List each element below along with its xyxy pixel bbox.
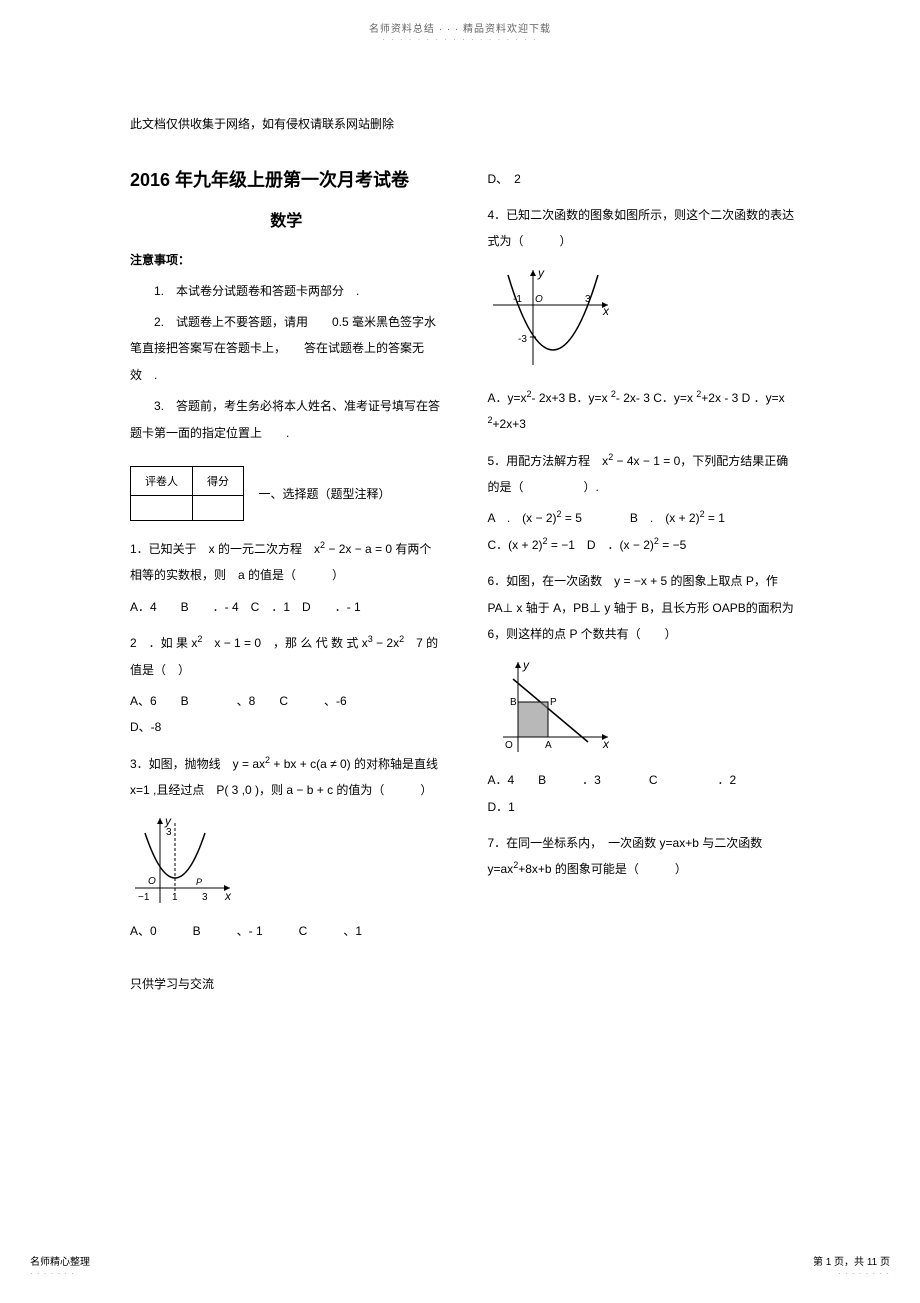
svg-text:y: y	[522, 658, 530, 672]
exam-title: 2016 年九年级上册第一次月考试卷	[130, 166, 443, 192]
svg-text:y: y	[164, 814, 172, 828]
question-3: 3．如图，抛物线 y = ax2 + bx + c(a ≠ 0) 的对称轴是直线…	[130, 751, 443, 804]
notice-text: 此文档仅供收集于网络，如有侵权请联系网站删除	[130, 114, 800, 136]
question-1-options: A．4 B ．- 4 C ．1 D ．- 1	[130, 594, 443, 620]
attention-label: 注意事项：	[130, 251, 443, 268]
parabola-graph-1: O 1 3 −1 3 x y P	[130, 813, 443, 908]
header-dots: · · · · · · · · · · · · · · · · · ·	[0, 35, 920, 44]
question-1: 1．已知关于 x 的一元二次方程 x2 − 2x − a = 0 有两个相等的实…	[130, 536, 443, 589]
score-table: 评卷人 得分	[130, 466, 244, 521]
svg-text:A: A	[545, 740, 552, 751]
option-d2: D、 2	[488, 166, 801, 192]
rectangle-graph: O B P A x y	[488, 657, 801, 757]
question-6-options: A．4 B ．3 C ．2D．1	[488, 767, 801, 820]
parabola-graph-2: O -1 3 -3 x y	[488, 265, 801, 375]
question-2: 2 ．如 果 x2 x − 1 = 0 ，那 么 代 数 式 x3 − 2x2 …	[130, 630, 443, 683]
exam-subject: 数学	[130, 207, 443, 231]
question-4-options: A．y=x2- 2x+3 B．y=x 2- 2x- 3 C．y=x 2+2x -…	[488, 385, 801, 438]
score-header-1: 评卷人	[131, 466, 193, 495]
instruction-3: 3. 答题前，考生务必将本人姓名、准考证号填写在答题卡第一面的指定位置上 .	[130, 393, 443, 446]
question-5-options: A . (x − 2)2 = 5 B . (x + 2)2 = 1C．(x + …	[488, 505, 801, 558]
score-cell-2	[193, 495, 244, 520]
svg-text:O: O	[505, 740, 513, 751]
svg-text:3: 3	[166, 827, 172, 838]
footer-right-dots: · · · · · · · ·	[838, 1269, 890, 1278]
footer-left-dots: · · · · · · ·	[30, 1269, 75, 1278]
score-cell-1	[131, 495, 193, 520]
instruction-1: 1. 本试卷分试题卷和答题卡两部分 .	[130, 278, 443, 304]
footer-left: 名师精心整理	[30, 1253, 90, 1268]
question-2-options: A、6 B 、8 C 、-6D、-8	[130, 688, 443, 741]
score-header-2: 得分	[193, 466, 244, 495]
svg-text:3: 3	[585, 294, 591, 305]
svg-text:x: x	[602, 737, 610, 751]
svg-text:O: O	[535, 294, 543, 305]
question-3-options: A、0 B 、- 1 C 、1	[130, 918, 443, 944]
section-1-title: 一、选择题（题型注释）	[258, 485, 390, 502]
svg-text:P: P	[550, 697, 557, 708]
svg-text:O: O	[148, 876, 156, 887]
svg-text:-1: -1	[513, 294, 522, 305]
svg-text:x: x	[602, 304, 610, 318]
svg-text:B: B	[510, 697, 517, 708]
study-note: 只供学习与交流	[130, 975, 443, 992]
footer-right: 第 1 页，共 11 页	[813, 1253, 890, 1268]
instruction-2: 2. 试题卷上不要答题，请用 0.5 毫米黑色签字水笔直接把答案写在答题卡上， …	[130, 309, 443, 388]
header-text: 名师资料总结 · · · 精品资料欢迎下载	[0, 0, 920, 35]
question-5: 5．用配方法解方程 x2 − 4x − 1 = 0，下列配方结果正确的是（ ）.	[488, 448, 801, 501]
question-7: 7．在同一坐标系内， 一次函数 y=ax+b 与二次函数 y=ax2+8x+b …	[488, 830, 801, 883]
question-4: 4．已知二次函数的图象如图所示，则这个二次函数的表达式为（ ）	[488, 202, 801, 255]
svg-text:y: y	[537, 266, 545, 280]
svg-text:P: P	[196, 877, 202, 887]
svg-text:−1: −1	[138, 892, 150, 903]
svg-text:x: x	[224, 889, 232, 903]
svg-text:1: 1	[172, 892, 178, 903]
question-6: 6．如图，在一次函数 y = −x + 5 的图象上取点 P，作 PA⊥ x 轴…	[488, 568, 801, 647]
svg-text:-3: -3	[518, 334, 527, 345]
svg-text:3: 3	[202, 892, 208, 903]
